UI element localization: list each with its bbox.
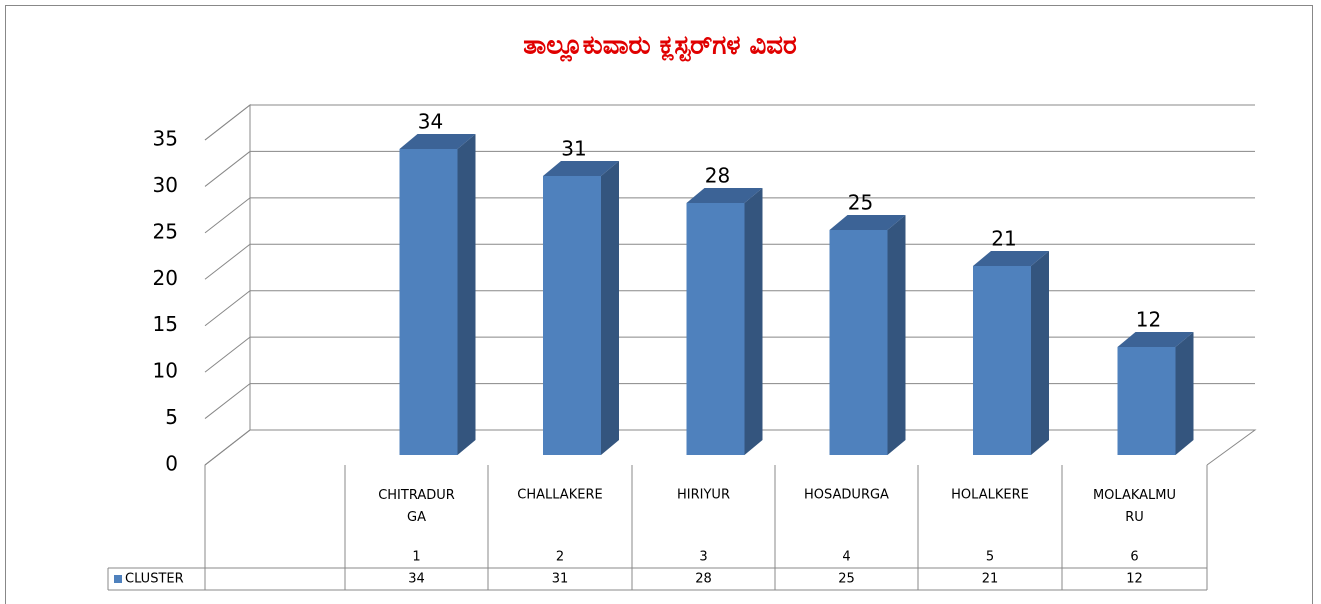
category-number: 5	[986, 550, 994, 565]
data-label: 31	[561, 137, 586, 161]
y-tick-label: 25	[153, 219, 178, 243]
bar-face	[829, 230, 888, 455]
grid-line	[204, 429, 1255, 466]
category-number: 6	[1130, 550, 1138, 565]
table-value: 34	[408, 572, 425, 587]
bar-face	[686, 203, 745, 455]
bar-face	[399, 149, 458, 455]
bar-face	[973, 266, 1031, 455]
x-tick-label: CHALLAKERE	[517, 488, 602, 503]
y-tick-label: 10	[153, 359, 178, 383]
bar-face	[399, 134, 476, 149]
x-tick-label: HOLALKERE	[951, 488, 1029, 503]
grid-line	[204, 104, 1255, 141]
x-tick-label: CHITRADUR GA	[378, 488, 455, 525]
category-number: 3	[699, 550, 707, 565]
bar-face	[543, 176, 601, 455]
table-value: 28	[695, 572, 712, 587]
data-label: 34	[418, 110, 443, 134]
y-tick-label: 20	[153, 266, 178, 290]
grid-line	[204, 197, 1255, 234]
frame	[5, 5, 1313, 604]
x-tick-label: MOLAKALMU RU	[1093, 488, 1176, 525]
bar	[829, 215, 906, 455]
bar-face	[457, 134, 476, 455]
grid-line	[204, 290, 1255, 327]
data-label: 12	[1136, 308, 1161, 332]
grid-line	[204, 150, 1255, 187]
y-tick-label: 35	[153, 127, 178, 151]
y-tick-label: 5	[165, 405, 178, 429]
category-number: 1	[412, 550, 420, 565]
bar-face	[1117, 332, 1194, 347]
chart-title: ತಾಲ್ಲೂಕುವಾರು ಕ್ಲಸ್ಟರ್‌ಗಳ ವಿವರ	[523, 31, 797, 63]
bar	[1117, 332, 1194, 455]
side-wall	[204, 103, 251, 466]
data-label: 28	[705, 164, 730, 188]
x-tick-label: HOSADURGA	[804, 488, 889, 503]
bar-face	[1031, 251, 1049, 455]
bar-face	[1117, 347, 1176, 455]
table-value: 25	[838, 572, 855, 587]
table-value: 31	[552, 572, 569, 587]
bar-face	[601, 161, 619, 455]
bar-face	[1175, 332, 1194, 455]
category-number: 2	[556, 550, 564, 565]
grid-line	[204, 243, 1255, 280]
bar-face	[887, 215, 906, 455]
bar	[543, 161, 619, 455]
bar-face	[973, 251, 1049, 266]
table-value: 12	[1126, 572, 1143, 587]
legend-swatch	[114, 575, 122, 583]
y-tick-label: 15	[153, 312, 178, 336]
bar	[686, 188, 763, 455]
legend-label: CLUSTER	[125, 572, 184, 587]
bar	[399, 134, 476, 455]
data-label: 21	[991, 227, 1016, 251]
bar	[973, 251, 1049, 455]
bar-face	[686, 188, 763, 203]
bar-face	[543, 161, 619, 176]
table-value: 21	[982, 572, 999, 587]
bar-face	[744, 188, 763, 455]
x-tick-label: HIRIYUR	[677, 488, 730, 503]
y-tick-label: 0	[165, 452, 178, 476]
grid-line	[204, 383, 1255, 419]
data-label: 25	[848, 191, 873, 215]
category-number: 4	[842, 550, 850, 565]
bar-face	[829, 215, 906, 230]
y-tick-label: 30	[153, 173, 178, 197]
grid-line	[204, 336, 1255, 373]
